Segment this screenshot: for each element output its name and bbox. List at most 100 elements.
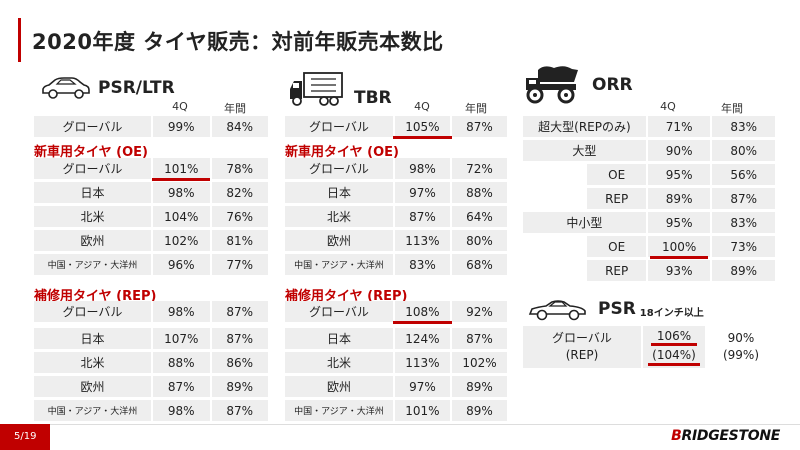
row-label: グローバル (REP) [523,326,641,368]
row-label: グローバル [34,158,151,179]
value-year: 89% [209,376,268,397]
highlight-underline: 105% [393,119,453,139]
psr-section-header: PSR/LTR [40,76,175,100]
sports-car-icon [528,296,588,322]
value-4q: 113% [392,230,450,251]
value-4q: 93% [645,260,711,281]
row-label: REP [585,260,646,281]
value-year: 92% [449,301,507,322]
table-row: 中小型 95% 83% [523,212,775,233]
value-4q: 106% (104%) [643,326,705,368]
highlight-underline: 106% [650,329,698,346]
value-year: 81% [209,230,268,251]
row-label: 北米 [285,206,393,227]
value-year: 80% [449,230,507,251]
value-4q: 87% [151,376,210,397]
table-row: 北米 87% 64% [285,206,507,227]
value-4q: 88% [151,352,210,373]
psr18-table: グローバル (REP) 106% (104%) 90% (99%) [523,326,775,368]
tbr-rep-table: グローバル 108% 92% [285,298,507,325]
psr-col-4q: 4Q [172,100,188,113]
row-label: 欧州 [34,376,151,397]
table-row: 北米 88% 86% [34,352,268,373]
value-year: 87% [449,116,507,137]
table-row: 日本 97% 88% [285,182,507,203]
row-label: 中国・アジア・大洋州 [285,254,393,275]
value-year-line2: (99%) [722,348,760,362]
table-row: 中国・アジア・大洋州 96% 77% [34,254,268,275]
value-4q: 89% [645,188,711,209]
row-label: 中国・アジア・大洋州 [34,254,151,275]
value-4q: 98% [151,301,210,322]
value-4q: 90% [645,140,711,161]
value-4q: 98% [151,182,210,203]
row-label: 北米 [34,352,151,373]
value-year: 56% [710,164,775,185]
tbr-label: TBR [354,88,392,108]
value-year: 80% [710,140,775,161]
value-4q: 124% [392,328,450,349]
table-row: 中国・アジア・大洋州 83% 68% [285,254,507,275]
table-row: 日本 98% 82% [34,182,268,203]
tbr-col-4q: 4Q [414,100,430,113]
table-row: 日本 107% 87% [34,328,268,349]
row-label: グローバル [285,116,393,137]
psr-rep-regions-table: 日本 107% 87% 北米 88% 86% 欧州 87% 89% 中国・アジア・大洋州 98… [34,325,268,424]
table-row: 大型 90% 80% [523,140,775,161]
psr-rep-table: グローバル 98% 87% [34,298,268,325]
footer-divider [0,424,800,425]
row-label: グローバル [34,116,151,137]
value-year: 73% [710,236,775,257]
psr18-sublabel: 18インチ以上 [639,307,704,319]
value-year: 87% [209,301,268,322]
row-label: OE [585,236,646,257]
value-year: 86% [209,352,268,373]
row-label: 超大型(REPのみ) [523,116,646,137]
psr-rep-header: 補修用タイヤ (REP) [34,289,157,304]
value-4q: 95% [645,212,711,233]
value-year: 72% [449,158,507,179]
table-row: REP 93% 89% [523,260,775,281]
value-4q: 113% [392,352,450,373]
value-4q: 71% [645,116,711,137]
table-row: グローバル 105% 87% [285,116,507,139]
value-year: 78% [209,158,268,179]
table-row: 中国・アジア・大洋州 98% 87% [34,400,268,421]
value-4q: 97% [392,376,450,397]
value-year-line1: 90% [727,331,755,345]
row-label: 日本 [285,182,393,203]
row-label: 大型 [523,140,646,161]
table-row: OE 100% 73% [523,236,775,259]
value-4q: 97% [392,182,450,203]
value-4q: 108% [392,301,453,324]
value-4q: 83% [392,254,450,275]
tbr-oe-table: グローバル 98% 72% 日本 97% 88% 北米 87% 64% 欧州 113% 80% … [285,155,507,278]
tbr-global-table: グローバル 105% 87% [285,113,507,140]
value-4q: 96% [151,254,210,275]
title-accent-bar [18,18,21,62]
table-row: 日本 124% 87% [285,328,507,349]
table-row: 欧州 113% 80% [285,230,507,251]
row-label: 欧州 [285,230,393,251]
psr-col-year: 年間 [224,102,246,115]
value-year: 102% [449,352,507,373]
value-4q: 101% [392,400,450,421]
table-row: グローバル 99% 84% [34,116,268,137]
dump-truck-icon [524,64,580,104]
table-row: REP 89% 87% [523,188,775,209]
row-label: グローバル [34,301,151,322]
row-label: REP [585,188,646,209]
value-year: 82% [209,182,268,203]
value-year: 68% [449,254,507,275]
row-label: 日本 [34,328,151,349]
highlight-underline: 100% [649,239,709,259]
value-year: 89% [449,400,507,421]
value-4q: 101% [151,158,211,181]
value-4q: 102% [151,230,210,251]
value-year: 87% [209,400,268,421]
psr-global-table: グローバル 99% 84% [34,113,268,140]
tbr-rep-header: 補修用タイヤ (REP) [285,289,408,304]
value-year: 87% [209,328,268,349]
psr18-section-header: PSR 18インチ以上 [528,296,704,322]
row-label: 日本 [34,182,151,203]
